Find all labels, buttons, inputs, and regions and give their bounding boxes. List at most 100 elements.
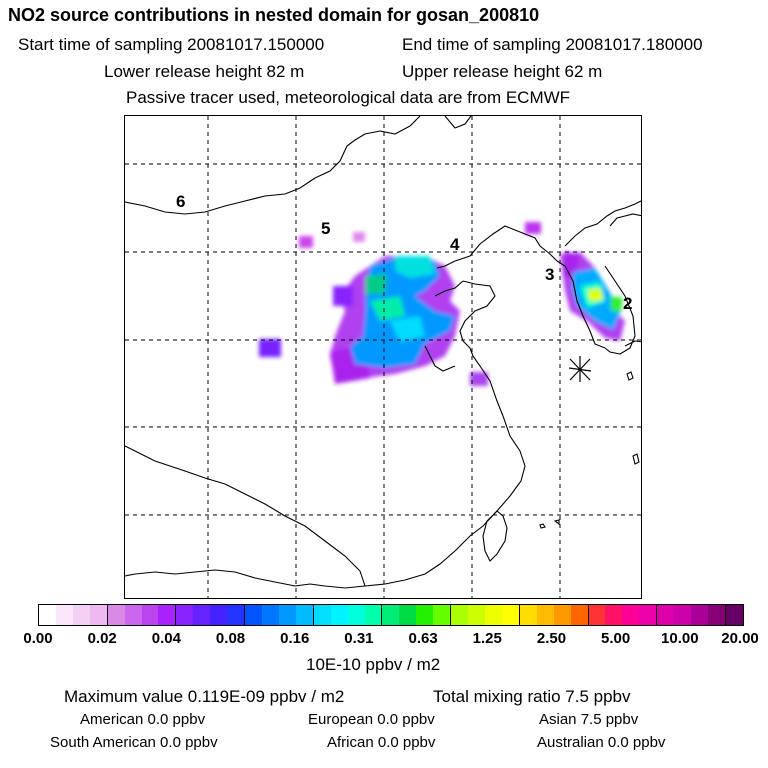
- color-scale-tick-label: 0.16: [280, 630, 310, 647]
- color-scale-segment: [193, 605, 211, 625]
- color-scale-segment: [312, 605, 331, 625]
- color-scale-segment: [416, 605, 434, 625]
- color-scale-segment: [141, 605, 159, 625]
- upper-release-height: Upper release height 62 m: [402, 62, 603, 81]
- mongolia-border: [125, 116, 421, 215]
- color-scale-tick-label: 1.25: [472, 630, 502, 647]
- region-label-4: 4: [450, 235, 460, 254]
- color-scale-tick-label: 0.04: [151, 630, 181, 647]
- color-scale-segment: [278, 605, 296, 625]
- liaodong-bay: [436, 260, 456, 269]
- region-label-3: 3: [545, 265, 554, 284]
- color-scale-segment: [724, 605, 743, 625]
- color-scale-segment: [72, 605, 90, 625]
- color-scale-segment: [124, 605, 142, 625]
- end-time: End time of sampling 20081017.180000: [402, 35, 703, 54]
- color-scale-segment: [570, 605, 588, 625]
- page-title: NO2 source contributions in nested domai…: [8, 5, 540, 25]
- korea-east-coast: [564, 200, 641, 247]
- inner-border-1: [125, 445, 226, 485]
- south-american-contribution: South American 0.0 ppbv: [50, 734, 218, 751]
- plume-cyan-2: [370, 296, 405, 321]
- color-scale-tick-label: 0.00: [23, 630, 53, 647]
- region-label-6: 6: [176, 192, 185, 211]
- color-scale-segment: [468, 605, 485, 625]
- color-scale-tick-label: 5.00: [601, 630, 631, 647]
- russia-coast: [609, 213, 641, 227]
- color-scale-segment: [433, 605, 451, 625]
- color-scale-tick-label: 0.31: [344, 630, 374, 647]
- color-scale-tick-label: 2.50: [536, 630, 567, 647]
- korea-eastern: [604, 265, 636, 355]
- african-contribution: African 0.0 ppbv: [327, 734, 436, 751]
- color-scale-segment: [501, 605, 519, 625]
- color-scale-segment: [587, 605, 606, 625]
- color-scale-tick-label: 10.00: [661, 630, 699, 647]
- shandong-peninsula: [459, 280, 496, 357]
- plume-spot-sea: [525, 222, 541, 234]
- plume-cyan-3: [390, 316, 425, 342]
- lower-release-height: Lower release height 82 m: [104, 62, 305, 81]
- color-scale-segment: [89, 605, 107, 625]
- color-scale-segment: [106, 605, 125, 625]
- color-scale-segment: [656, 605, 675, 625]
- coastlines: [125, 116, 641, 589]
- color-scale-segment: [450, 605, 469, 625]
- color-scale-segment: [330, 605, 348, 625]
- color-scale-segment: [210, 605, 228, 625]
- color-scale-segment: [639, 605, 657, 625]
- island-1: [626, 371, 634, 381]
- receptor-star-icon: [568, 356, 592, 382]
- color-scale-tick-label: 20.00: [721, 630, 759, 647]
- color-scale-segment: [622, 605, 640, 625]
- color-scale-segment: [158, 605, 176, 625]
- american-contribution: American 0.0 ppbv: [80, 711, 206, 728]
- plume-spot-west: [259, 339, 281, 357]
- color-scale-segment: [364, 605, 382, 625]
- tracer-note: Passive tracer used, meteorological data…: [126, 88, 571, 107]
- total-mixing-ratio: Total mixing ratio 7.5 ppbv: [433, 687, 631, 706]
- region-label-2: 2: [623, 294, 632, 313]
- color-scale-segment: [175, 605, 194, 625]
- china-east-coast: [125, 355, 526, 589]
- color-scale-tick-label: 0.08: [215, 630, 246, 647]
- color-scale-segment: [536, 605, 554, 625]
- color-scale-tick-label: 0.63: [408, 630, 438, 647]
- color-scale-segment: [691, 605, 708, 625]
- color-scale-segment: [261, 605, 279, 625]
- color-scale-segment: [553, 605, 571, 625]
- plume-spot-south: [470, 372, 488, 386]
- start-time: Start time of sampling 20081017.150000: [18, 35, 325, 54]
- color-scale-segment: [707, 605, 725, 625]
- china-manchuria-border: [444, 116, 472, 129]
- color-scale-segment: [484, 605, 502, 625]
- color-scale-tick-label: 0.02: [87, 630, 117, 647]
- plume-korea-yellow: [587, 288, 603, 302]
- inner-border-2: [224, 483, 366, 587]
- bohai-coast: [454, 225, 558, 262]
- color-scale-segment: [39, 605, 56, 625]
- island-4: [553, 519, 560, 526]
- color-scale-segment: [518, 605, 537, 625]
- map-panel: 6 5 4 3 2: [124, 115, 642, 599]
- color-scale-unit: 10E-10 ppbv / m2: [306, 655, 441, 674]
- plume-spot-mid: [353, 232, 365, 242]
- concentration-plume: [259, 222, 625, 386]
- yellow-river-coast: [424, 345, 456, 372]
- plume-cyan-1: [395, 256, 435, 278]
- map-canvas: 6 5 4 3 2: [125, 116, 641, 598]
- plume-korea-green: [610, 296, 623, 312]
- japan-kyushu: [624, 340, 641, 347]
- color-scale-segment: [295, 605, 313, 625]
- australian-contribution: Australian 0.0 ppbv: [537, 734, 666, 751]
- plume-cyan-4: [365, 274, 387, 294]
- color-scale-segment: [227, 605, 245, 625]
- color-scale-segment: [55, 605, 73, 625]
- color-scale-segment: [605, 605, 623, 625]
- korea-west-coast: [556, 260, 606, 349]
- european-contribution: European 0.0 ppbv: [308, 711, 435, 728]
- color-scale-segment: [381, 605, 400, 625]
- color-scale-segment: [399, 605, 417, 625]
- color-scale-segment: [244, 605, 262, 625]
- max-value: Maximum value 0.119E-09 ppbv / m2: [64, 687, 345, 706]
